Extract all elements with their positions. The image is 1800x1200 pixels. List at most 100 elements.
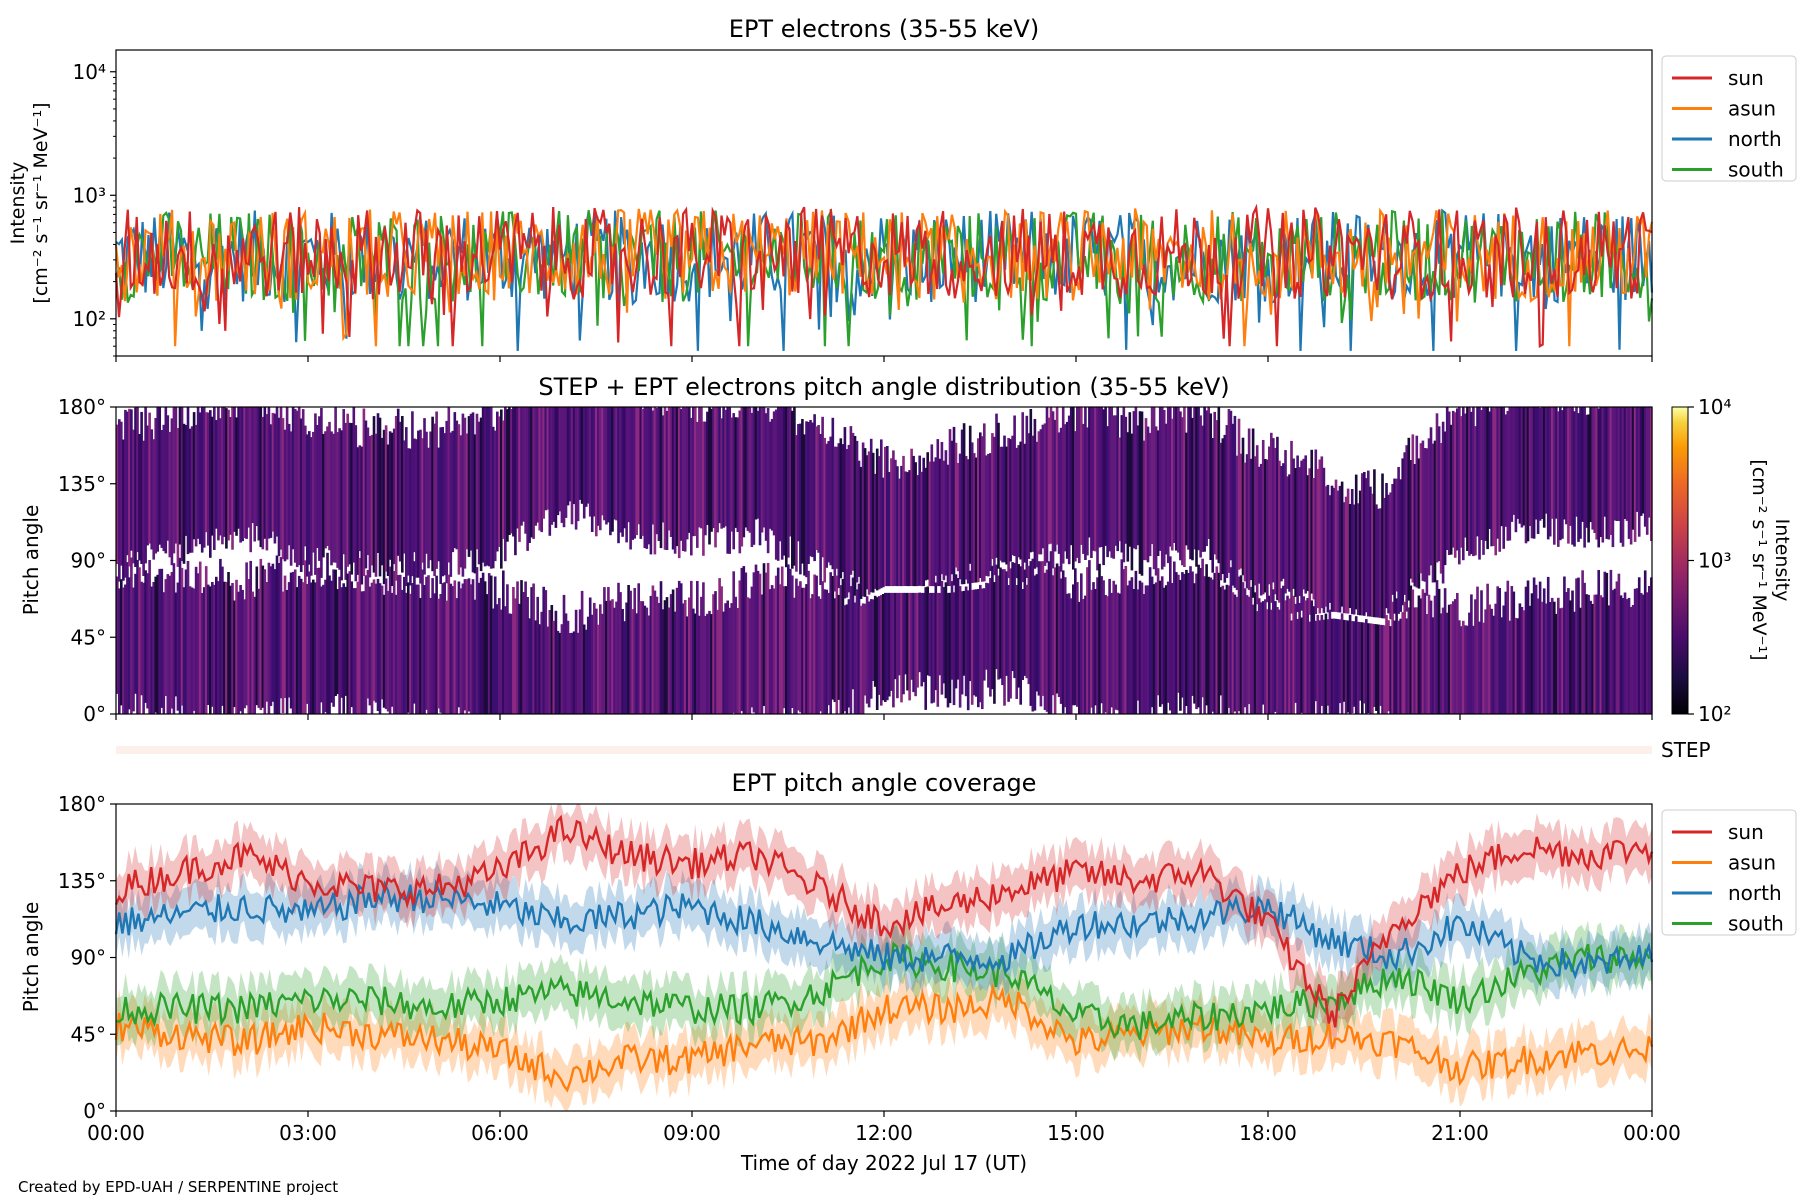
- pad-cell: [1031, 558, 1035, 712]
- pad-cell: [1645, 592, 1649, 714]
- pad-cell: [1395, 478, 1398, 592]
- pad-cell: [1126, 585, 1130, 714]
- pad-cell: [184, 425, 188, 536]
- pad-cell: [1156, 568, 1160, 696]
- pad-cell: [1579, 607, 1582, 714]
- pad-cell: [597, 624, 600, 714]
- pad-cell: [1173, 407, 1176, 543]
- pad-cell: [853, 602, 857, 714]
- pad-cell: [1312, 478, 1316, 600]
- pad-cell: [1365, 619, 1368, 714]
- pad-cell: [324, 579, 327, 713]
- pad-cell: [1361, 473, 1364, 616]
- pad-cell: [1399, 618, 1403, 714]
- pad-cell: [997, 422, 1000, 569]
- pad-ytick-label: 0°: [83, 702, 106, 726]
- coverage-line-asun: [114, 983, 1654, 1093]
- pad-cell: [586, 616, 590, 714]
- pad-cell: [198, 561, 202, 714]
- pad-cell: [1108, 407, 1111, 552]
- pad-cell: [1253, 456, 1257, 586]
- pad-cell: [1100, 407, 1103, 547]
- coverage-x-ticks: 00:00 03:00 06:00 09:00 12:00 15:00 18:00 21:00…: [87, 1111, 1681, 1145]
- pad-cell: [1629, 607, 1633, 714]
- pad-cell: [526, 597, 529, 714]
- pad-cell: [934, 457, 938, 576]
- pad-cell: [1112, 580, 1116, 714]
- pad-cell: [1399, 479, 1403, 612]
- pad-cell: [1512, 407, 1516, 515]
- pad-cell: [888, 472, 891, 587]
- pad-cell: [1324, 486, 1328, 607]
- pad-cell: [196, 573, 200, 714]
- pad-cell: [1084, 595, 1087, 714]
- pad-cell: [918, 455, 922, 586]
- pad-cell: [782, 407, 786, 556]
- pad-cell: [182, 423, 186, 564]
- pad-cell: [993, 582, 996, 704]
- pad-cell: [1500, 617, 1504, 714]
- pad-cell: [1474, 599, 1477, 714]
- pad-cell: [326, 552, 329, 714]
- pad-cell: [1278, 609, 1281, 714]
- pad-cell: [849, 426, 853, 575]
- pad-cell: [231, 407, 234, 550]
- pad-cell: [1393, 478, 1396, 614]
- pad-cell: [720, 418, 723, 529]
- pad-cell: [962, 590, 966, 676]
- pad-cell: [1346, 620, 1350, 713]
- pad-cell: [1344, 620, 1348, 714]
- pad-cell: [748, 598, 752, 714]
- pad-cell: [281, 418, 285, 560]
- pad-cell: [1069, 598, 1073, 714]
- pad-cell: [906, 472, 909, 587]
- pad-cell: [1427, 438, 1431, 576]
- pad-cell: [1164, 423, 1168, 555]
- pad-cell: [198, 412, 202, 545]
- coverage-xtick-label: 15:00: [1047, 1121, 1105, 1145]
- pad-cell: [1502, 407, 1506, 549]
- pad-cell: [1201, 425, 1204, 552]
- pad-cell: [550, 407, 554, 525]
- pad-cell: [485, 407, 489, 566]
- pad-cell: [443, 582, 447, 714]
- pad-cell: [1049, 407, 1053, 544]
- pad-cell: [328, 575, 331, 714]
- pad-cell: [1241, 437, 1245, 576]
- pad-cell: [1524, 407, 1528, 544]
- pad-cell: [948, 592, 952, 704]
- pad-cell: [1059, 427, 1063, 572]
- pad-cell: [722, 407, 725, 528]
- pad-cell: [871, 452, 875, 593]
- pad-cell: [1379, 508, 1382, 618]
- pad-cell: [936, 592, 940, 707]
- pad-cell: [807, 570, 810, 714]
- pad-cell: [1061, 570, 1065, 714]
- pad-cell: [1607, 605, 1611, 714]
- pad-cell: [370, 582, 374, 714]
- pad-cell: [803, 587, 806, 714]
- pad-cell: [419, 429, 422, 584]
- pad-cell: [204, 566, 208, 714]
- pad-cell: [782, 586, 786, 709]
- pad-cell: [550, 605, 554, 714]
- pad-cell: [760, 407, 764, 533]
- pad-cell: [847, 444, 851, 593]
- pad-cell: [1637, 577, 1641, 714]
- pad-cell: [223, 407, 226, 537]
- pad-cell: [534, 620, 538, 714]
- pad-cell: [144, 570, 147, 703]
- pad-cell: [855, 440, 859, 583]
- pad-cell: [989, 453, 992, 572]
- pad-cell: [1308, 468, 1312, 615]
- pad-cell: [1211, 579, 1215, 712]
- pad-cell: [593, 407, 596, 517]
- pad-cell: [772, 411, 776, 536]
- pad-cell: [415, 439, 418, 578]
- pad-cell: [316, 425, 319, 548]
- pad-cell: [259, 407, 263, 548]
- pad-cell: [677, 407, 681, 559]
- pad-cell: [987, 453, 990, 577]
- pad-cell: [1021, 589, 1025, 680]
- pad-cell: [882, 477, 885, 588]
